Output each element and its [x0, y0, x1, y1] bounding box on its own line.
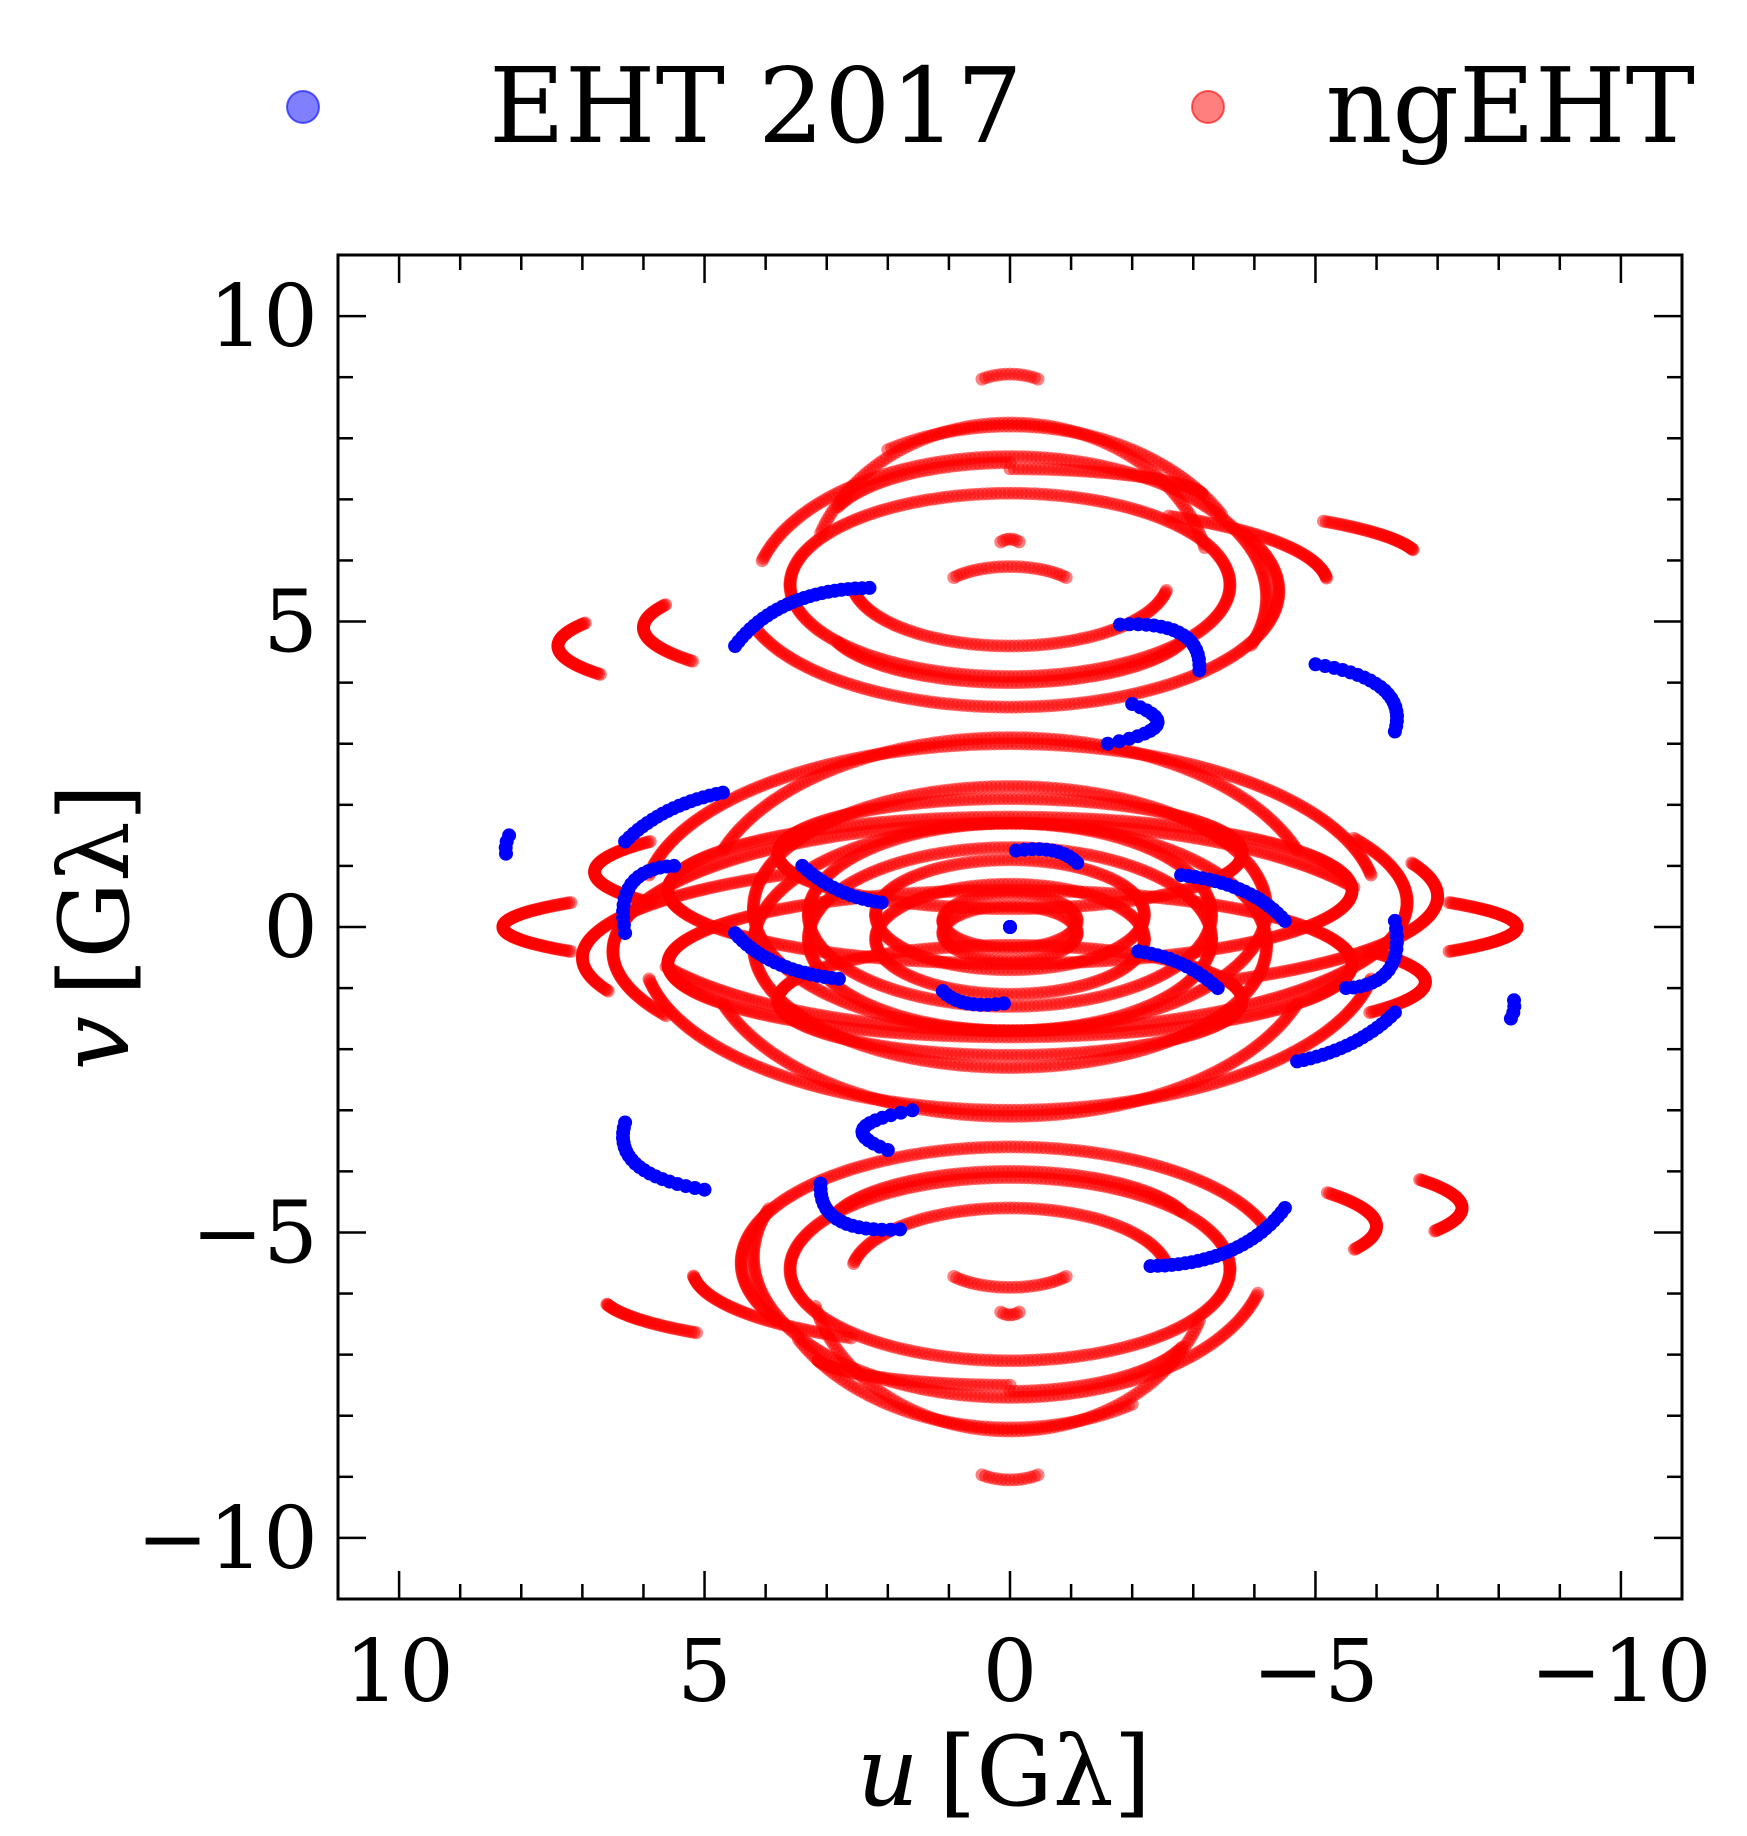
ngeht-point — [1428, 1224, 1442, 1238]
plot-area — [496, 367, 1524, 1487]
ngeht-point — [1406, 543, 1420, 557]
legend-label-ngeht: ngEHT — [1325, 45, 1695, 167]
ngeht-point — [578, 616, 592, 630]
legend-marker-eht2017 — [286, 90, 320, 124]
ngeht-point — [831, 635, 845, 649]
ngeht-point — [783, 578, 797, 592]
ngeht-point — [600, 1297, 614, 1311]
ngeht-point — [687, 1269, 700, 1283]
legend: EHT 2017 ngEHT — [286, 45, 1695, 167]
legend-label-eht2017: EHT 2017 — [489, 45, 1023, 167]
legend-marker-ngeht — [1191, 90, 1225, 124]
ngeht-point — [642, 972, 656, 986]
ngeht-point — [1175, 1205, 1189, 1219]
ngeht-point — [1364, 868, 1378, 882]
ngeht-point — [1215, 508, 1229, 522]
ngeht-point — [1347, 1242, 1361, 1256]
ngeht-point — [791, 1332, 805, 1346]
ngeht-point — [1320, 571, 1333, 585]
ngeht-point — [659, 598, 673, 612]
series-ngeht — [496, 367, 1524, 1487]
ngeht-point — [1223, 1262, 1237, 1276]
